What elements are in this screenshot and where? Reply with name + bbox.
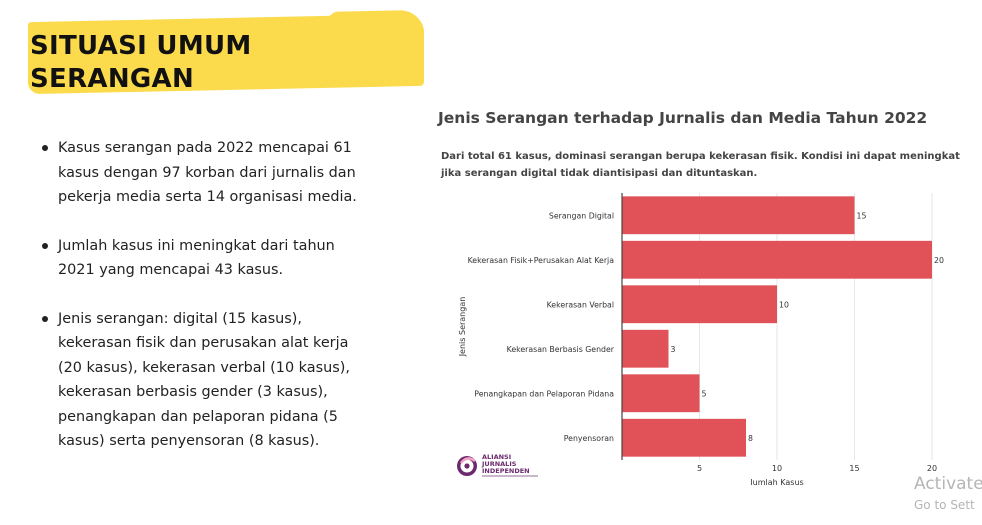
category-label: Penangkapan dan Pelaporan Pidana bbox=[474, 389, 614, 398]
watermark-line1: Activate bbox=[914, 474, 982, 494]
bar bbox=[622, 374, 700, 413]
activation-watermark: Activate Go to Sett bbox=[914, 474, 982, 516]
x-tick-label: 15 bbox=[849, 464, 859, 473]
bar-chart: Serangan Digital 15 Kekerasan Fisik+Perusa… bbox=[458, 193, 944, 485]
ajii-logo-icon bbox=[457, 456, 477, 476]
page-title: SITUASI UMUM SERANGAN bbox=[30, 30, 252, 96]
bar bbox=[622, 285, 777, 324]
chart-subtitle: Dari total 61 kasus, dominasi serangan b… bbox=[441, 151, 960, 179]
category-label: Penyensoran bbox=[564, 434, 614, 443]
logo-text-line: ALIANSI bbox=[482, 453, 512, 461]
data-label: 8 bbox=[748, 434, 753, 443]
y-axis-title: Jenis Serangan bbox=[458, 297, 467, 358]
x-tick-label: 20 bbox=[927, 464, 937, 473]
bar bbox=[622, 329, 669, 368]
bullet-list: Kasus serangan pada 2022 mencapai 61 kas… bbox=[40, 136, 370, 478]
bar bbox=[622, 196, 855, 235]
page-title-line1: SITUASI UMUM bbox=[30, 31, 252, 61]
bullet-item: Jumlah kasus ini meningkat dari tahun 20… bbox=[40, 234, 370, 283]
data-label: 5 bbox=[702, 389, 707, 398]
x-axis-title: Jumlah Kasus bbox=[749, 478, 803, 485]
chart-title: Jenis Serangan terhadap Jurnalis dan Med… bbox=[438, 109, 928, 127]
bar bbox=[622, 418, 746, 457]
category-label: Kekerasan Verbal bbox=[547, 300, 614, 309]
x-tick-label: 10 bbox=[772, 464, 782, 473]
category-label: Serangan Digital bbox=[549, 211, 614, 220]
bullet-item: Kasus serangan pada 2022 mencapai 61 kas… bbox=[40, 136, 370, 210]
watermark-line2: Go to Sett bbox=[914, 498, 975, 512]
x-tick-label: 5 bbox=[697, 464, 702, 473]
page-title-line2: SERANGAN bbox=[30, 64, 195, 94]
data-label: 10 bbox=[779, 300, 789, 309]
data-label: 15 bbox=[857, 211, 867, 220]
bar bbox=[622, 240, 932, 279]
category-label: Kekerasan Berbasis Gender bbox=[507, 345, 615, 354]
category-label: Kekerasan Fisik+Perusakan Alat Kerja bbox=[468, 256, 615, 265]
logo-tagline bbox=[482, 475, 538, 477]
data-label: 20 bbox=[934, 256, 944, 265]
bullet-item: Jenis serangan: digital (15 kasus), keke… bbox=[40, 307, 370, 454]
data-label: 3 bbox=[671, 345, 676, 354]
logo-text-line: INDEPENDEN bbox=[482, 467, 530, 475]
logo-text: ALIANSI JURNALIS INDEPENDEN bbox=[482, 454, 530, 475]
logo-text-line: JURNALIS bbox=[482, 460, 517, 468]
